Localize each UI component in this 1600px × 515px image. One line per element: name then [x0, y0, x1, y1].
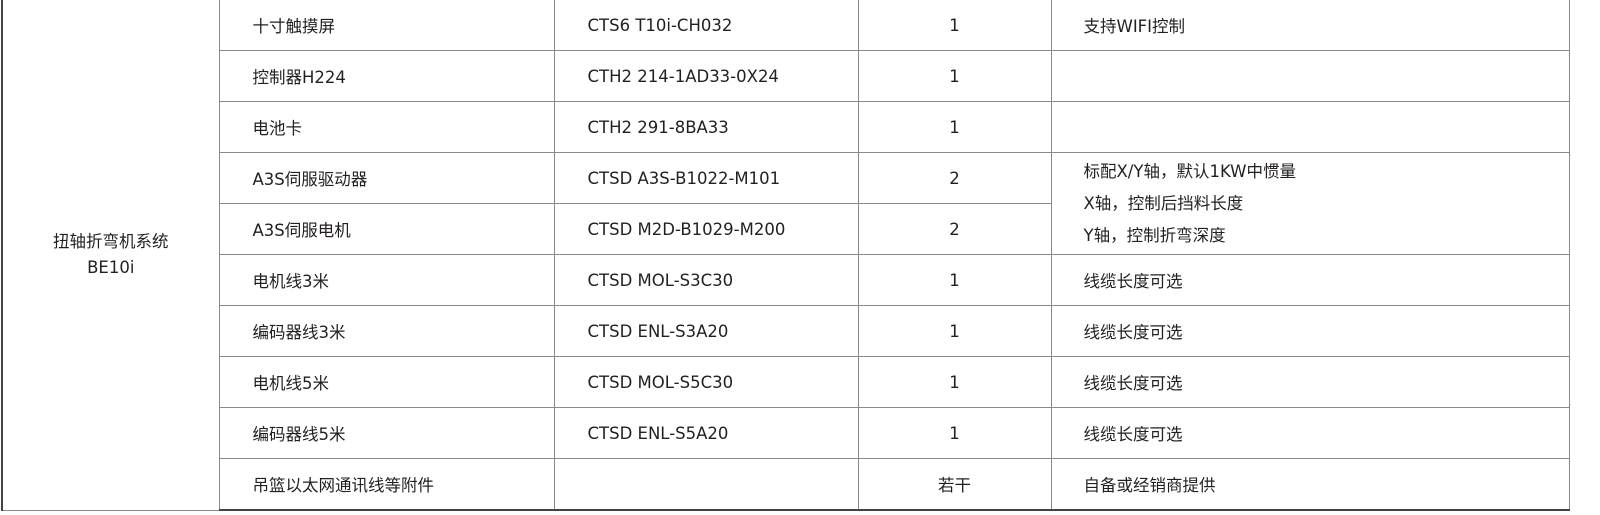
- item-remark: [1050, 101, 1570, 153]
- item-qty: 1: [857, 356, 1052, 408]
- item-model: CTSD ENL-S3A20: [553, 305, 859, 357]
- remark-line: 标配X/Y轴，默认1KW中惯量: [1083, 161, 1297, 181]
- item-remark: 线缆长度可选: [1050, 356, 1570, 408]
- item-name: 十寸触摸屏: [218, 0, 555, 51]
- table-row: 电池卡 CTH2 291-8BA33 1: [2, 101, 1570, 153]
- item-model: CTSD MOL-S5C30: [553, 356, 859, 408]
- table-row: 编码器线5米 CTSD ENL-S5A20 1 线缆长度可选: [2, 407, 1570, 459]
- table-row: 编码器线3米 CTSD ENL-S3A20 1 线缆长度可选: [2, 305, 1570, 357]
- item-model: CTH2 291-8BA33: [553, 101, 859, 153]
- item-qty: 若干: [857, 458, 1052, 511]
- item-qty: 1: [857, 305, 1052, 357]
- item-model: CTH2 214-1AD33-0X24: [553, 50, 859, 102]
- table-row: 控制器H224 CTH2 214-1AD33-0X24 1: [2, 50, 1570, 102]
- item-name: 编码器线3米: [218, 305, 555, 357]
- item-qty: 1: [857, 101, 1052, 153]
- table-row: A3S伺服驱动器 CTSD A3S-B1022-M101 2 标配X/Y轴，默认…: [2, 152, 1570, 255]
- servo-remark: 标配X/Y轴，默认1KW中惯量 X轴，控制后挡料长度 Y轴，控制折弯深度: [1050, 152, 1570, 255]
- item-remark: [1050, 50, 1570, 102]
- item-model: [553, 458, 859, 511]
- item-model: CTS6 T10i-CH032: [553, 0, 859, 51]
- item-name: A3S伺服电机: [218, 203, 555, 255]
- remark-line: X轴，控制后挡料长度: [1083, 193, 1244, 213]
- item-name: 电机线5米: [218, 356, 555, 408]
- item-remark: 自备或经销商提供: [1050, 458, 1570, 511]
- item-model: CTSD MOL-S3C30: [553, 254, 859, 306]
- item-remark: 线缆长度可选: [1050, 305, 1570, 357]
- item-remark: 线缆长度可选: [1050, 254, 1570, 306]
- system-name-cell: 扭轴折弯机系统 BE10i: [1, 0, 220, 511]
- remark-line: Y轴，控制折弯深度: [1083, 225, 1226, 245]
- item-qty: 1: [857, 50, 1052, 102]
- item-qty: 2: [857, 203, 1052, 255]
- item-name: 电机线3米: [218, 254, 555, 306]
- item-remark: 线缆长度可选: [1050, 407, 1570, 459]
- system-model: BE10i: [87, 257, 135, 277]
- item-name: 编码器线5米: [218, 407, 555, 459]
- table-row: 电机线5米 CTSD MOL-S5C30 1 线缆长度可选: [2, 356, 1570, 408]
- bom-table: 扭轴折弯机系统 BE10i 十寸触摸屏 CTS6 T10i-CH032 1 支持W…: [1, 0, 1570, 511]
- item-qty: 1: [857, 254, 1052, 306]
- item-qty: 1: [857, 0, 1052, 51]
- table-row: A3S伺服电机 CTSD M2D-B1029-M200 2: [2, 203, 1569, 255]
- item-model: CTSD M2D-B1029-M200: [553, 203, 859, 255]
- table-row: 电机线3米 CTSD MOL-S3C30 1 线缆长度可选: [2, 254, 1570, 306]
- item-name: A3S伺服驱动器: [218, 152, 555, 204]
- table-row: 扭轴折弯机系统 BE10i 十寸触摸屏 CTS6 T10i-CH032 1 支持W…: [1, 0, 1570, 511]
- item-model: CTSD A3S-B1022-M101: [553, 152, 859, 204]
- item-qty: 1: [857, 407, 1052, 459]
- item-name: 电池卡: [218, 101, 555, 153]
- item-model: CTSD ENL-S5A20: [553, 407, 859, 459]
- item-name: 控制器H224: [218, 50, 555, 102]
- item-name: 吊篮以太网通讯线等附件: [218, 458, 555, 511]
- item-remark: 支持WIFI控制: [1050, 0, 1570, 51]
- item-qty: 2: [857, 152, 1052, 204]
- table-row: 吊篮以太网通讯线等附件 若干 自备或经销商提供: [2, 458, 1570, 511]
- system-name: 扭轴折弯机系统: [53, 231, 169, 251]
